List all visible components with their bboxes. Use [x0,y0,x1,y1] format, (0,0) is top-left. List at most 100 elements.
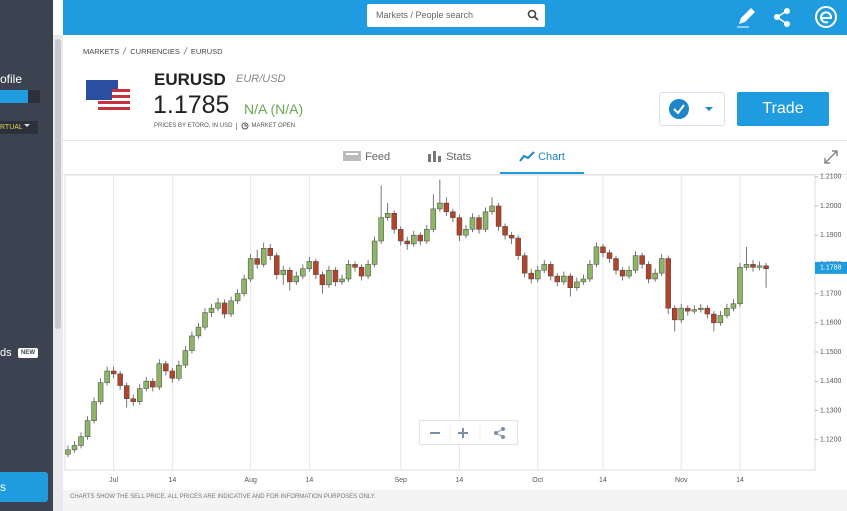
price-note: PRICES BY ETORO, IN USD [154,123,233,129]
candle-body [554,275,561,283]
crumb[interactable]: MARKETS [83,47,120,56]
zoom-icons[interactable] [420,421,517,444]
candle-body [163,363,169,372]
top-icons[interactable] [731,4,841,30]
candle-body [528,272,534,280]
candle-body [228,300,234,315]
search-placeholder: Markets / People search [376,10,474,20]
candle-body [404,240,410,245]
price-note-row: PRICES BY ETORO, IN USD MARKET OPEN [154,122,295,130]
candle-body [743,264,750,268]
y-tick-label: 1.1400 [820,378,842,385]
feed-icon [343,151,361,161]
candle-body [110,370,117,375]
candle-body [678,307,684,321]
candle-body [652,272,658,280]
candle-body [143,380,149,389]
candle-body [247,258,254,280]
candle-body [437,202,443,210]
virtual-mode[interactable]: RTUAL [0,121,38,134]
crumb-separator [183,47,188,55]
tab[interactable]: Stats [427,141,471,174]
watch-button[interactable] [659,92,725,126]
candle-body [326,269,332,286]
scroll-thumb[interactable] [55,39,61,329]
candle-body [352,264,358,268]
candle-body [737,267,743,305]
tab-active[interactable]: Chart [500,141,584,174]
tab-label: Feed [365,151,391,163]
progress-fill [0,90,28,103]
y-tick-label: 1.2100 [820,174,842,181]
candle-body [600,246,606,253]
candle-body [665,258,671,309]
candle-body [632,255,639,271]
x-tick-label: Aug [244,477,257,484]
candle-body [606,252,613,259]
candle-body [287,269,293,283]
candle-body [469,217,476,230]
last-price-tag [815,261,847,274]
chart-icon [519,151,535,162]
candle-body [104,370,110,383]
candle-body [756,265,763,268]
candle-body [495,205,502,227]
expand-icon[interactable] [823,149,839,165]
candle-body [71,445,78,451]
candle-body [117,373,123,386]
y-tick-label: 1.1300 [820,407,842,414]
candle-body [763,265,769,270]
footer-note: CHARTS SHOW THE SELL PRICE. ALL PRICES A… [63,490,847,511]
crumb[interactable]: CURRENCIES [130,47,180,56]
candle-body [97,382,104,402]
sidebar-ads[interactable]: ds [0,347,12,359]
candle-body [508,234,515,239]
candle-body [580,278,587,283]
candle-body [548,264,554,277]
scrollbar [53,35,63,511]
trade-button[interactable]: Trade [737,92,829,126]
candle-body [208,307,215,313]
candle-body [365,264,371,277]
candle-body [450,211,456,218]
candle-body [417,234,424,242]
y-tick-label: 1.1200 [820,436,842,443]
candle-body [704,307,711,315]
candle-body [698,307,704,310]
candle-body [456,217,463,236]
stats-icon [428,151,441,162]
y-tick-label: 1.1600 [820,320,842,327]
candle-body [593,246,600,265]
candle-body [150,380,156,388]
candle-body [176,364,182,379]
x-tick-label: Sep [394,477,407,484]
tab[interactable]: Feed [342,141,390,174]
candle-body [717,315,724,324]
flag-icon [86,80,130,110]
sidebar-button[interactable]: s [0,472,48,502]
divider [236,122,238,130]
candle-body [730,303,737,309]
candle-body [476,217,482,230]
candle-body [215,302,221,309]
candle-body [463,229,469,236]
x-tick-label: Nov [675,477,688,484]
disclaimer: CHARTS SHOW THE SELL PRICE. ALL PRICES A… [70,494,376,500]
candle-body [658,258,665,274]
new-badge: NEW [18,348,38,358]
candle-body [574,281,580,288]
crumb-separator [122,47,127,55]
candle-body [65,449,71,455]
candle-body [534,269,541,280]
candle-body [424,229,430,242]
search-box[interactable]: Markets / People search [367,4,545,27]
sidebar-profile[interactable]: ofile [0,72,23,86]
logo-area [0,0,53,35]
candle-body [397,229,404,242]
candle-body [430,208,437,230]
candle-body [371,240,378,265]
candle-body [482,211,489,230]
x-tick-label: 14 [168,477,176,484]
candle-body [202,312,208,328]
zoom-controls [419,420,518,445]
